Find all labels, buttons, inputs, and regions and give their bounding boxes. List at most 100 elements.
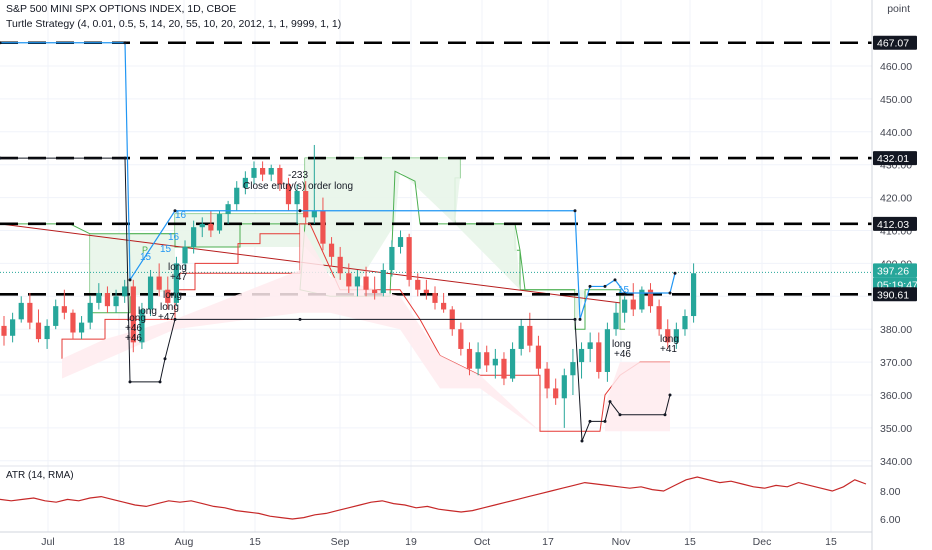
candle-body [191, 227, 197, 247]
stop-line-2 [174, 223, 670, 432]
candle-body [1, 325, 7, 336]
candle-body [622, 299, 628, 313]
time-tick-label: Sep [331, 536, 350, 548]
time-tick-label: 19 [405, 536, 417, 548]
atr-tick-label: 8.00 [880, 486, 901, 498]
candle-body [372, 289, 378, 294]
candle-body [578, 348, 585, 363]
candle-body [346, 273, 352, 287]
long-label-7: long [660, 334, 679, 345]
candle-body [260, 167, 266, 175]
candle-body [380, 269, 386, 294]
price-tick-label: 440.00 [880, 127, 912, 139]
candle-body [596, 342, 602, 372]
candle-body [78, 322, 85, 333]
candle-body [544, 368, 550, 389]
time-tick-label: 15 [684, 536, 696, 548]
trade-markers [0, 41, 677, 443]
time-tick-label: Jul [41, 536, 54, 548]
candle-body [475, 352, 481, 369]
candle-body [61, 306, 67, 313]
exit-point [668, 393, 672, 397]
candle-body [10, 319, 16, 336]
candle-body [35, 322, 42, 340]
candle-body [328, 243, 335, 257]
plus47-label-2: +47 [170, 272, 187, 283]
candle-body [277, 167, 283, 185]
candle-body [44, 325, 50, 340]
candle-body [484, 352, 490, 366]
exit-point [128, 278, 132, 282]
candle-body [216, 214, 223, 231]
candle-body [165, 289, 171, 303]
candle-body [501, 358, 507, 379]
candle-body [397, 237, 404, 247]
annotations: Close entry(s) order long -233 long +46 … [125, 170, 679, 360]
price-tick-label: 420.00 [880, 193, 912, 205]
strategy-title[interactable]: Turtle Strategy (4, 0.01, 0.5, 5, 14, 20… [6, 18, 342, 30]
price-tick-label: 460.00 [880, 61, 912, 73]
candle-body [70, 312, 76, 333]
time-tick-label: 15 [825, 536, 837, 548]
price-tick-label: 360.00 [880, 390, 912, 402]
atr-label[interactable]: ATR (14, RMA) [6, 470, 74, 481]
atr-tick-label: 6.00 [880, 514, 901, 526]
candle-body [665, 329, 671, 343]
candle-body [320, 210, 326, 244]
candle-body [389, 246, 395, 270]
candle-body [225, 204, 231, 215]
candle-body [415, 279, 421, 290]
candle-body [18, 302, 24, 320]
level-390-badge-bg [873, 287, 917, 302]
exit-point [173, 209, 177, 213]
price-axis-unit: point [887, 3, 910, 15]
n16-label-1: 16 [175, 210, 187, 221]
exit-point [298, 209, 302, 213]
exit-point [613, 278, 617, 282]
candle-body [173, 263, 179, 303]
candle-body [613, 312, 619, 330]
level-467-badge-bg [873, 35, 917, 50]
candle-body [673, 329, 679, 343]
candle-body [337, 256, 343, 274]
candle-body [268, 167, 274, 175]
candle-body [561, 375, 567, 399]
stop-line-1 [61, 223, 301, 359]
exit-point [603, 284, 607, 288]
exit-point [128, 380, 132, 384]
exit-point [588, 284, 592, 288]
candles [1, 144, 697, 428]
neg233-label: -233 [288, 170, 308, 181]
close-entry-label: Close entry(s) order long [243, 181, 353, 192]
candle-body [363, 276, 369, 290]
long-label-4: long [163, 290, 182, 301]
plus46-label-1: +46 [125, 323, 142, 334]
exit-point [123, 156, 127, 160]
exit-point [588, 419, 592, 423]
symbol-title[interactable]: S&P 500 MINI SPX OPTIONS INDEX, 1D, CBOE [6, 3, 237, 15]
plus41-label: +41 [660, 344, 677, 355]
p-label: P [142, 245, 148, 255]
level-412-badge-bg [873, 216, 917, 231]
plus46-label-3: +46 [614, 349, 631, 360]
level-390-badge-text: 390.61 [877, 289, 909, 301]
exit-point [608, 400, 612, 404]
candle-body [182, 246, 188, 264]
candle-body [122, 286, 128, 297]
exit-point [580, 439, 584, 443]
exit-point [663, 413, 667, 417]
level-432-badge-bg [873, 151, 917, 166]
time-tick-label: 17 [542, 536, 554, 548]
candle-body [234, 187, 240, 205]
long-label-5: long [168, 262, 187, 273]
candle-body [604, 329, 610, 372]
long-label-3: long [160, 302, 179, 313]
candle-body [570, 362, 576, 376]
candle-body [285, 184, 292, 205]
candle-body [682, 316, 688, 330]
n16-label-2: 16 [168, 232, 180, 243]
exit-point [618, 413, 622, 417]
candle-body [130, 286, 136, 343]
candle-body [147, 276, 154, 310]
